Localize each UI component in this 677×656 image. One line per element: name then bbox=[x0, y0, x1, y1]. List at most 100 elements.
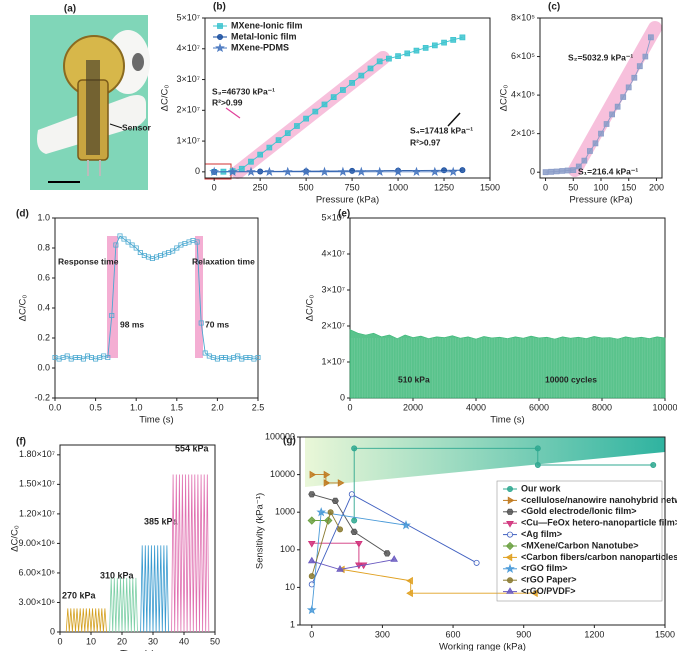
pointer bbox=[109, 123, 123, 129]
data-point bbox=[559, 168, 566, 174]
y-axis-label: ΔC/C₀ bbox=[18, 295, 29, 322]
y-axis-label: ΔC/C₀ bbox=[305, 295, 316, 322]
x-tick-label: 0 bbox=[347, 402, 352, 412]
x-tick-label: 200 bbox=[649, 182, 664, 192]
x-axis-label: Time (s) bbox=[139, 415, 173, 426]
data-point bbox=[603, 121, 610, 127]
panel-label: (b) bbox=[213, 2, 226, 13]
data-point bbox=[614, 103, 621, 110]
data-point bbox=[530, 589, 538, 598]
y-tick-label: 0.4 bbox=[37, 302, 50, 312]
data-point bbox=[331, 497, 339, 505]
legend-marker bbox=[506, 508, 514, 515]
legend-marker bbox=[505, 541, 515, 551]
x-tick-label: 30 bbox=[148, 636, 158, 646]
x-tick-label: 8000 bbox=[592, 402, 612, 412]
series-line bbox=[140, 545, 169, 633]
legend-marker bbox=[506, 577, 513, 584]
y-tick-label: 1.80×10⁷ bbox=[19, 449, 55, 459]
x-tick-label: 250 bbox=[253, 182, 268, 192]
annotation: R²>0.99 bbox=[212, 97, 243, 107]
data-point bbox=[308, 491, 316, 498]
series-line bbox=[342, 569, 536, 594]
data-point bbox=[349, 167, 356, 174]
data-point bbox=[406, 589, 413, 598]
data-point bbox=[338, 166, 348, 176]
data-point bbox=[592, 140, 599, 147]
annotation: S₂=5032.9 kPa⁻¹ bbox=[568, 52, 633, 62]
data-point bbox=[198, 320, 204, 326]
data-point bbox=[422, 45, 429, 51]
data-point bbox=[459, 34, 466, 41]
x-axis-label: Working range (kPa) bbox=[439, 642, 526, 651]
data-point bbox=[393, 166, 404, 177]
annotation: S₄=17418 kPa⁻¹ bbox=[410, 125, 473, 135]
x-tick-label: 50 bbox=[210, 636, 220, 646]
data-point bbox=[246, 166, 256, 176]
x-tick-label: 0.5 bbox=[89, 402, 102, 412]
x-axis-label: Time (s) bbox=[490, 415, 524, 426]
y-tick-label: -0.2 bbox=[34, 392, 50, 402]
legend-label: Metal-Ionic film bbox=[231, 31, 297, 41]
y-tick-label: 0.0 bbox=[37, 362, 50, 372]
legend-marker bbox=[505, 553, 513, 562]
data-point bbox=[534, 445, 541, 452]
panel-label: (a) bbox=[64, 4, 76, 15]
photo-annotation: Sensor bbox=[122, 122, 152, 132]
data-point bbox=[351, 445, 358, 452]
data-point bbox=[609, 111, 615, 118]
data-point bbox=[117, 233, 123, 239]
legend-label: <Carbon fibers/carbon nanoparticles> bbox=[521, 552, 677, 562]
x-tick-label: 10 bbox=[86, 636, 96, 646]
plot-frame bbox=[59, 444, 216, 633]
data-point bbox=[307, 541, 316, 548]
legend-label: <Cu—FeOx hetero-nanoparticle film> bbox=[521, 518, 677, 528]
annotation: Relaxation time bbox=[192, 256, 255, 266]
data-point bbox=[105, 354, 111, 361]
panel-label: (d) bbox=[16, 209, 29, 220]
series-line bbox=[54, 235, 259, 360]
area bbox=[349, 329, 666, 399]
data-point bbox=[349, 80, 356, 86]
data-point bbox=[202, 350, 208, 356]
y-tick-label: 3×10⁷ bbox=[176, 74, 200, 84]
series-line bbox=[214, 36, 463, 173]
y-tick-label: 0.8 bbox=[37, 242, 50, 252]
data-point bbox=[534, 462, 541, 469]
data-point bbox=[336, 564, 344, 572]
data-point bbox=[473, 559, 480, 566]
data-point bbox=[321, 101, 328, 108]
legend-label: <MXene/Carbon Nanotube> bbox=[521, 540, 639, 550]
legend-label: Our work bbox=[521, 483, 562, 493]
legend-label: <Gold electrode/Ionic film> bbox=[521, 506, 637, 516]
series-label: 270 kPa bbox=[62, 590, 97, 600]
data-point bbox=[631, 74, 638, 81]
data-point bbox=[553, 168, 560, 175]
earbud-speaker bbox=[132, 53, 144, 71]
y-axis-label: ΔC/C₀ bbox=[160, 85, 171, 112]
data-point bbox=[429, 166, 440, 177]
data-point bbox=[459, 167, 466, 174]
series-label: 310 kPa bbox=[100, 570, 135, 580]
y-axis-label: Sensitivity (kPa⁻¹) bbox=[255, 493, 266, 569]
data-point bbox=[542, 169, 549, 176]
x-tick-label: 1250 bbox=[434, 182, 454, 192]
x-tick-label: 1500 bbox=[480, 182, 500, 192]
legend-marker bbox=[216, 34, 223, 41]
data-point bbox=[238, 165, 245, 172]
y-tick-label: 3.00×10⁶ bbox=[19, 597, 56, 607]
data-point bbox=[323, 479, 331, 487]
data-point bbox=[339, 87, 346, 93]
data-point bbox=[648, 34, 654, 41]
x-tick-label: 600 bbox=[446, 629, 461, 639]
data-point bbox=[64, 353, 70, 359]
plot-frame bbox=[204, 17, 491, 179]
y-tick-label: 8×10⁵ bbox=[511, 12, 535, 22]
y-tick-label: 4×10⁷ bbox=[321, 248, 345, 258]
data-point bbox=[406, 576, 413, 585]
x-tick-label: 2.0 bbox=[211, 402, 224, 412]
data-point bbox=[113, 242, 119, 248]
data-point bbox=[383, 550, 391, 557]
y-axis-label: ΔC/C₀ bbox=[10, 525, 21, 552]
